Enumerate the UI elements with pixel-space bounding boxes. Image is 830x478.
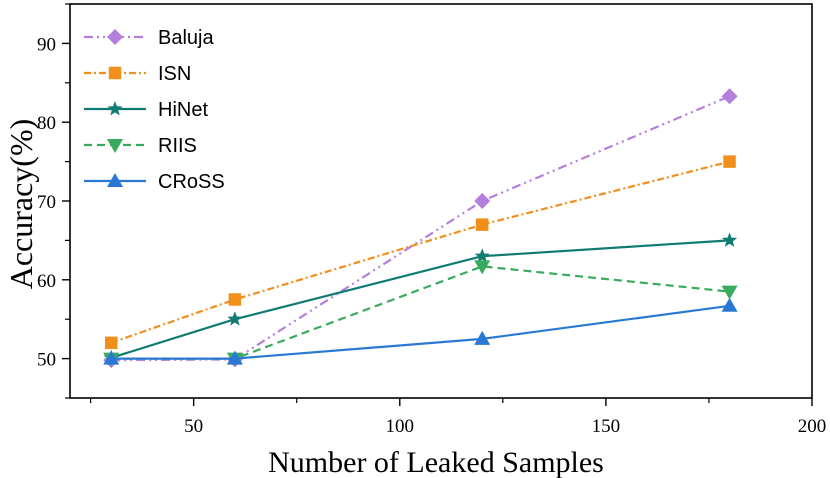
series-isn [104, 155, 736, 350]
series-line [110, 239, 730, 359]
legend-label: HiNet [158, 99, 208, 121]
x-tick-label: 150 [592, 416, 621, 437]
series-line [111, 95, 731, 362]
data-point [474, 193, 491, 209]
series-line [111, 265, 730, 360]
axis-layer: 50 100 150 200 50 60 70 80 90 [37, 3, 827, 437]
data-point [474, 248, 490, 263]
legend-label: Baluja [158, 27, 214, 49]
data-point [474, 260, 491, 275]
data-point [475, 218, 489, 231]
series-riis [103, 260, 738, 367]
legend-item-riis: RIIS [84, 135, 197, 157]
data-point [721, 285, 738, 300]
data-point [107, 29, 123, 45]
data-point [226, 350, 243, 365]
y-tick-label: 70 [37, 192, 56, 213]
data-point [721, 232, 738, 247]
legend-item-baluja: Baluja [84, 27, 214, 49]
data-point [107, 139, 123, 153]
series-cross [103, 297, 738, 365]
series-line [111, 304, 730, 360]
legend-item-hinet: HiNet [84, 99, 208, 121]
legend-label: CRoSS [158, 171, 225, 193]
y-tick-label: 80 [37, 113, 56, 134]
legend-item-cross: CRoSS [84, 171, 225, 193]
legend: Baluja ISN HiNet RIIS CRoSS [84, 27, 225, 193]
y-axis-title: Accuracy(%) [3, 119, 39, 290]
legend-item-isn: ISN [84, 63, 191, 85]
series-line [110, 160, 730, 344]
data-point [227, 311, 243, 326]
x-axis-title: Number of Leaked Samples [268, 446, 604, 478]
data-point [107, 173, 123, 187]
data-point [108, 66, 122, 80]
data-point [228, 293, 242, 306]
data-point [107, 101, 123, 116]
data-point [723, 155, 736, 168]
x-tick-label: 50 [184, 416, 203, 437]
y-tick-label: 60 [37, 271, 56, 292]
series-layer [103, 88, 738, 369]
legend-label: ISN [158, 63, 191, 85]
x-tick-label: 200 [798, 416, 827, 437]
data-point [104, 336, 118, 350]
y-tick-label: 90 [37, 34, 56, 55]
legend-label: RIIS [158, 135, 197, 157]
data-point [474, 330, 491, 345]
y-tick-label: 50 [37, 350, 56, 371]
data-point [721, 88, 738, 105]
x-tick-label: 100 [386, 416, 415, 437]
data-point [721, 297, 738, 312]
series-baluja [103, 88, 738, 369]
data-point [103, 350, 120, 365]
